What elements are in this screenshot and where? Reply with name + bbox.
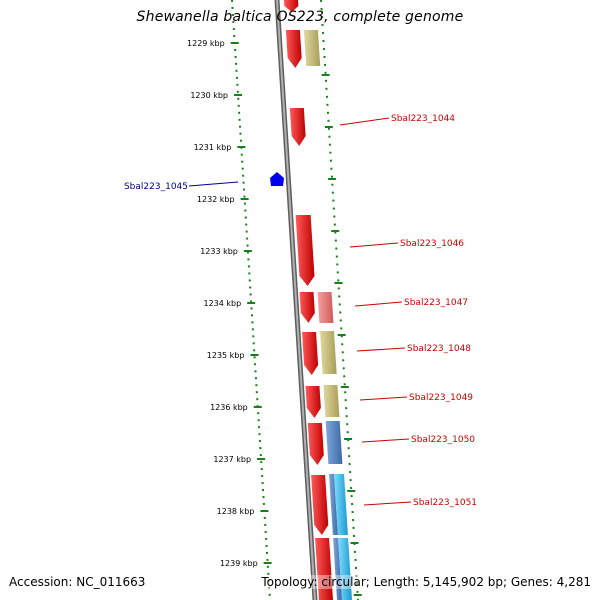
gene-label-sbal223-1046[interactable]: Sbal223_1046 [400,239,464,249]
gene-label-leader [356,347,406,352]
gene-arrow[interactable] [305,386,321,418]
gene-label-sbal223-1048[interactable]: Sbal223_1048 [407,344,471,354]
gene-label-sbal223-1045[interactable]: Sbal223_1045 [124,182,188,192]
gene-block[interactable] [319,331,337,374]
gene-block[interactable] [303,30,321,66]
gene-arrow[interactable] [299,292,315,323]
gene-label-sbal223-1047[interactable]: Sbal223_1047 [404,298,468,308]
gene-block[interactable] [325,421,343,464]
gene-label-leader [363,501,412,506]
accession-label: Accession: NC_011663 [9,575,146,589]
gene-label-leader [361,438,410,443]
tick-label: 1232 kbp [197,195,235,204]
gene-label-leader [188,181,239,187]
gene-arrow[interactable] [311,475,329,535]
genome-backbone-highlight [276,0,316,600]
tick-label: 1230 kbp [190,91,228,100]
gene-label-leader [359,396,408,401]
gene-arrow[interactable] [289,108,306,146]
gene-arrow[interactable] [307,423,324,465]
tick-label: 1238 kbp [217,507,255,516]
gene-label-leader [349,242,399,248]
gene-block[interactable] [338,538,352,600]
gene-label-leader [339,117,390,126]
gene-label-sbal223-1049[interactable]: Sbal223_1049 [409,393,473,403]
gene-block[interactable] [323,385,340,417]
gene-block[interactable] [317,292,334,323]
tick-label: 1234 kbp [203,299,241,308]
gene-block[interactable] [334,474,348,535]
tick-label: 1237 kbp [213,455,251,464]
gene-label-leader [354,301,403,307]
tick-label: 1235 kbp [207,351,245,360]
gene-block[interactable] [333,538,342,600]
genome-stats-label: Topology: circular; Length: 5,145,902 bp… [261,575,591,589]
tick-label: 1239 kbp [220,559,258,568]
gene-marker-sbal223-1045[interactable] [270,172,284,186]
tick-label: 1231 kbp [194,143,232,152]
gene-block[interactable] [329,474,338,535]
gene-arrow[interactable] [285,30,302,68]
gene-arrow[interactable] [302,332,319,375]
tick-label: 1229 kbp [187,39,225,48]
gene-label-sbal223-1044[interactable]: Sbal223_1044 [391,114,455,124]
tick-label: 1233 kbp [200,247,238,256]
gene-arrow[interactable] [295,215,315,286]
genome-title: Shewanella baltica OS223, complete genom… [136,9,464,25]
gene-arrow[interactable] [283,0,299,12]
gene-block[interactable] [315,538,333,600]
gene-label-sbal223-1051[interactable]: Sbal223_1051 [413,498,477,508]
tick-label: 1236 kbp [210,403,248,412]
gene-label-sbal223-1050[interactable]: Sbal223_1050 [411,435,475,445]
